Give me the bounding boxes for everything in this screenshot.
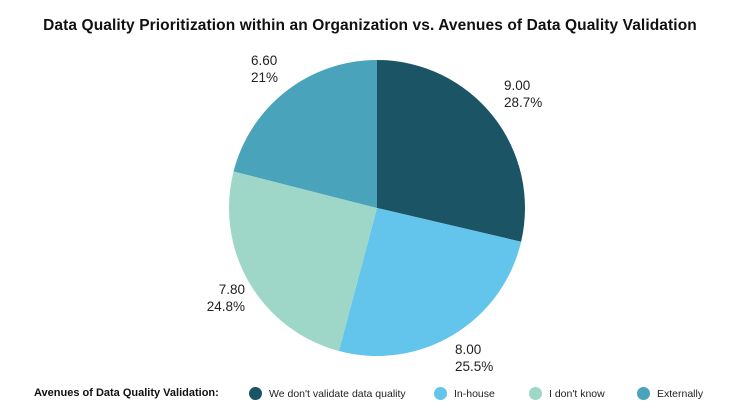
slice-value-label: 7.80 [218, 282, 245, 297]
legend-label: I don't know [549, 388, 605, 400]
slice-percent-label: 21% [251, 70, 279, 85]
slice-label-externally: 6.60 21% [251, 52, 278, 86]
slice-value-label: 8.00 [455, 342, 482, 357]
slice-label-dont-know: 7.80 24.8% [193, 281, 245, 315]
slice-percent-label: 24.8% [206, 299, 245, 314]
slice-percent-label: 28.7% [504, 95, 543, 110]
legend-swatch [434, 387, 447, 400]
pie-slice-dont-know [229, 171, 377, 352]
pie-slice-dont-validate [377, 60, 526, 242]
slice-value-label: 6.60 [251, 53, 278, 68]
legend-swatch [529, 387, 542, 400]
chart-title: Data Quality Prioritization within an Or… [43, 17, 697, 34]
legend-label: Externally [657, 388, 704, 400]
legend-title: Avenues of Data Quality Validation: [34, 387, 219, 399]
slice-label-dont-validate: 9.00 28.7% [504, 77, 542, 111]
legend-label: In-house [454, 388, 495, 400]
legend-label: We don't validate data quality [269, 388, 406, 400]
slice-label-in-house: 8.00 25.5% [455, 341, 493, 375]
slice-percent-label: 25.5% [455, 359, 494, 374]
legend: Avenues of Data Quality Validation: We d… [34, 385, 734, 403]
legend-swatch [249, 387, 262, 400]
legend-swatch [637, 387, 650, 400]
slice-value-label: 9.00 [504, 78, 531, 93]
pie-slice-in-house [338, 208, 522, 357]
pie-slice-externally [233, 60, 377, 208]
